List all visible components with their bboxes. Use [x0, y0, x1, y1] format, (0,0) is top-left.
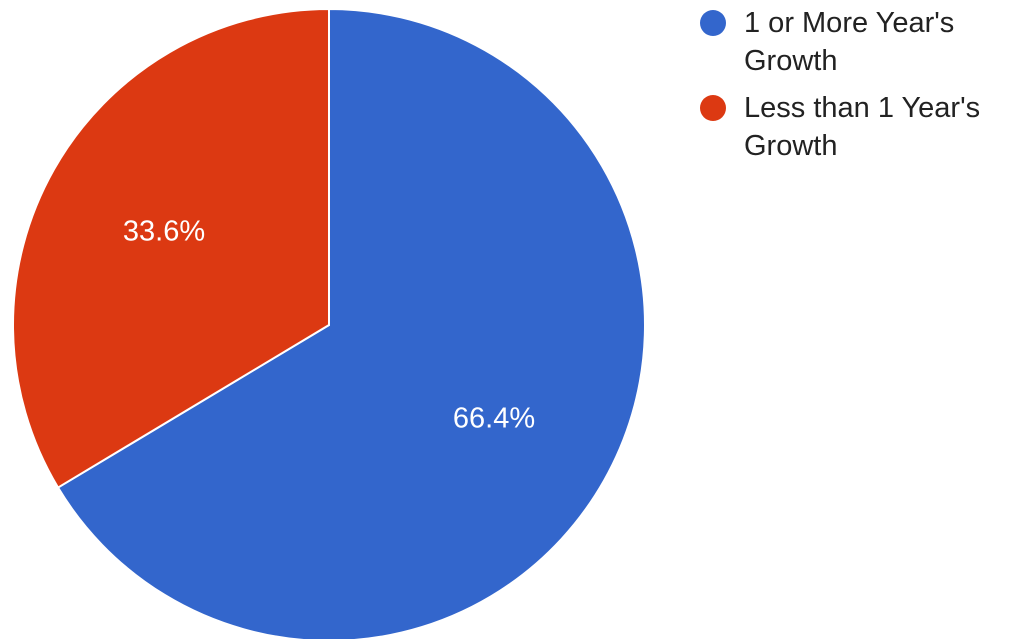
pie-slice-label-1: 33.6%: [123, 216, 205, 248]
legend-swatch-blue: [700, 10, 726, 36]
legend-swatch-red: [700, 95, 726, 121]
legend-item-less-than-1-years-growth: Less than 1 Year's Growth: [694, 89, 1034, 165]
pie-slice-0: [56, 7, 646, 639]
legend: 1 or More Year's Growth Less than 1 Year…: [694, 4, 1034, 174]
legend-label: 1 or More Year's Growth: [744, 7, 955, 77]
pie-slice-1: [12, 7, 330, 489]
pie-plot-area: 66.4% 33.6%: [12, 7, 646, 639]
legend-label: Less than 1 Year's Growth: [744, 92, 981, 162]
legend-item-1-or-more-years-growth: 1 or More Year's Growth: [694, 4, 1034, 80]
pie-slice-label-0: 66.4%: [453, 402, 535, 434]
